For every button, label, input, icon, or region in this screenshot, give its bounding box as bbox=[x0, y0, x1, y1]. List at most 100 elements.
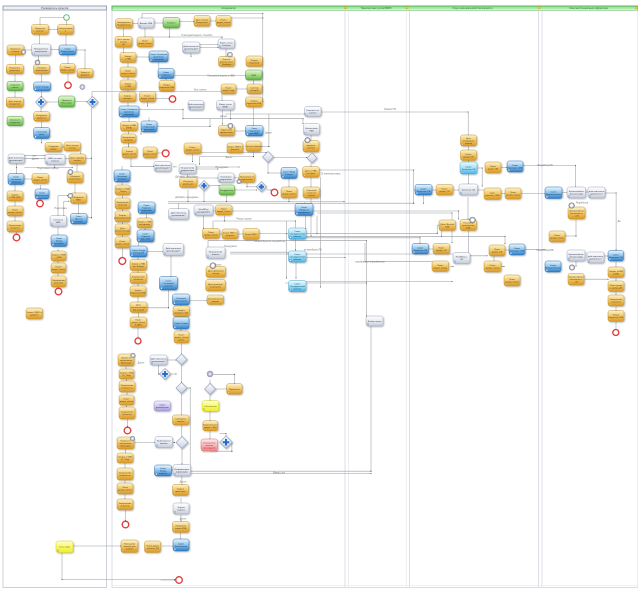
svg-text:ЖенВПро-с: ЖенВПро-с bbox=[456, 257, 469, 259]
svg-text:Совет Основных: Совет Основных bbox=[121, 109, 139, 111]
svg-text:объектов: объектов bbox=[54, 283, 64, 285]
svg-text:замены: замены bbox=[293, 288, 301, 290]
svg-text:операций: операций bbox=[154, 58, 165, 61]
svg-text:Дать: Дать bbox=[466, 138, 472, 140]
svg-text:Проверки СВ: Проверки СВ bbox=[609, 257, 623, 259]
svg-text:приемочная: приемочная bbox=[175, 301, 188, 303]
svg-text:Выбор плана: Выбор плана bbox=[368, 321, 382, 323]
svg-text:к УВБ: к УВБ bbox=[125, 86, 131, 88]
svg-text:нового: нового bbox=[12, 87, 20, 89]
svg-text:докумен: докумен bbox=[307, 145, 316, 147]
svg-text:раскрой: раскрой bbox=[250, 89, 259, 92]
svg-text:Консультации: Консультации bbox=[59, 28, 74, 30]
svg-text:Чрезвычайных: Чрезвычайных bbox=[569, 190, 585, 193]
svg-text:докум_обнов: докум_обнов bbox=[8, 212, 22, 214]
svg-text:Действительна: Действительна bbox=[155, 164, 171, 167]
svg-text:Создание: Создание bbox=[10, 85, 21, 87]
svg-text:фиксации: фиксации bbox=[175, 490, 186, 493]
svg-text:обязанность: обязанность bbox=[570, 279, 584, 281]
svg-text:Провести: Провести bbox=[62, 100, 72, 102]
svg-text:Обновить: Обновить bbox=[37, 68, 48, 70]
svg-text:Объединенной: Объединенной bbox=[290, 255, 306, 258]
svg-text:Завершение: Завершение bbox=[132, 277, 146, 279]
svg-text:(ЖКВ): (ЖКВ) bbox=[126, 127, 132, 129]
svg-text:Основной: Основной bbox=[163, 282, 174, 285]
svg-text:Задача: Задача bbox=[177, 507, 185, 509]
svg-text:приемных: приемных bbox=[153, 56, 164, 58]
svg-text:организация?: организация? bbox=[184, 49, 199, 51]
svg-text:Пакет: Пакет bbox=[221, 19, 227, 21]
svg-text:Итог совета: Итог совета bbox=[194, 90, 207, 92]
svg-text:замены: замены bbox=[51, 161, 59, 163]
svg-text:Пакет: Пакет bbox=[494, 249, 500, 251]
svg-text:Подготовка: Подготовка bbox=[55, 208, 68, 210]
svg-text:(О_Под): (О_Под) bbox=[121, 459, 130, 461]
svg-text:в_докум_ДК: в_докум_ДК bbox=[610, 287, 623, 289]
svg-text:Дать оценку: Дать оценку bbox=[9, 101, 22, 103]
svg-text:Исправить: Исправить bbox=[36, 115, 48, 117]
svg-text:Пакет: Пакет bbox=[37, 177, 43, 179]
svg-text:Запрос: Запрос bbox=[124, 84, 132, 86]
svg-text:докум_ПВ: докум_ПВ bbox=[488, 169, 499, 171]
svg-text:докум_обнов: докум_обнов bbox=[138, 43, 152, 45]
svg-text:Объявление: Объявление bbox=[204, 406, 217, 408]
svg-text:организация?: организация? bbox=[189, 106, 204, 108]
svg-text:заполнение: заполнение bbox=[36, 70, 49, 72]
svg-text:Действительна: Действительна bbox=[9, 156, 25, 159]
svg-text:освещение: освещение bbox=[210, 286, 222, 288]
svg-text:Пакет: Пакет bbox=[208, 232, 214, 234]
svg-text:НВФ: НВФ bbox=[251, 74, 256, 77]
svg-text:Провести: Провести bbox=[121, 357, 131, 359]
svg-text:Запрос: Запрос bbox=[119, 215, 127, 217]
svg-text:докум_подг: докум_подг bbox=[223, 90, 235, 92]
svg-text:и: и bbox=[65, 31, 67, 33]
svg-text:Совет: Совет bbox=[294, 283, 300, 285]
svg-text:счетов: счетов bbox=[308, 195, 316, 197]
svg-text:(4): (4) bbox=[122, 44, 125, 46]
svg-text:Совет: Совет bbox=[294, 254, 300, 256]
svg-text:Чрезвычайных: Чрезвычайных bbox=[568, 253, 584, 256]
svg-text:Фонда: Фонда bbox=[160, 469, 167, 472]
svg-text:Отделов: Отделов bbox=[141, 236, 151, 238]
svg-text:Фискальная: Фискальная bbox=[175, 545, 188, 548]
svg-text:Коренной: Коренной bbox=[249, 61, 260, 64]
svg-text:Отделение: Отделение bbox=[249, 131, 261, 133]
svg-text:Возможности: Возможности bbox=[157, 441, 171, 443]
svg-text:докумен: докумен bbox=[231, 149, 240, 151]
svg-text:докум_обнов: докум_обнов bbox=[123, 154, 137, 156]
svg-text:докум с Фин: докум с Фин bbox=[204, 426, 217, 429]
svg-text:Совет: Совет bbox=[178, 544, 184, 546]
svg-text:Фиксацию: Фиксацию bbox=[120, 444, 131, 447]
svg-text:Пакет: Пакет bbox=[124, 399, 130, 401]
svg-text:Залив ЛВКО с: Залив ЛВКО с bbox=[223, 233, 238, 235]
svg-text:Далее: Далее bbox=[138, 362, 145, 364]
svg-text:замены: замены bbox=[126, 549, 134, 551]
svg-text:Совет: Совет bbox=[514, 248, 520, 250]
svg-text:повторно: повторно bbox=[54, 243, 64, 245]
svg-text:Итоговые: Итоговые bbox=[183, 181, 193, 183]
svg-text:докум_обнов: докум_обнов bbox=[143, 154, 157, 156]
svg-text:работ: работ bbox=[179, 339, 185, 341]
svg-text:Заказ: Заказ bbox=[122, 487, 128, 489]
svg-text:замены: замены bbox=[159, 473, 167, 475]
svg-text:_отмена_ЖК: _отмена_ЖК bbox=[145, 548, 160, 550]
svg-text:Пакет: Пакет bbox=[135, 320, 141, 322]
svg-text:докум_повед: докум_повед bbox=[506, 195, 520, 197]
svg-text:Запрос: Запрос bbox=[163, 84, 171, 86]
svg-text:запросов: запросов bbox=[11, 181, 21, 183]
svg-text:внедрение: внедрение bbox=[10, 122, 22, 124]
svg-text:продажи: продажи bbox=[124, 140, 134, 142]
svg-text:Пакет: Пакет bbox=[466, 154, 472, 156]
svg-text:Появление на: Появление на bbox=[240, 176, 255, 178]
svg-text:(СВБ): (СВБ) bbox=[613, 273, 619, 275]
svg-text:Дать и УВБ: Дать и УВБ bbox=[305, 171, 317, 173]
svg-text:обязанность: обязанность bbox=[570, 213, 584, 215]
svg-text:защиты: защиты bbox=[177, 510, 185, 512]
svg-text:СВ: СВ bbox=[460, 259, 464, 261]
svg-text:Совет: Совет bbox=[465, 167, 471, 169]
svg-text:зафиксиров: зафиксиров bbox=[176, 470, 189, 473]
svg-text:Завершить: Завершить bbox=[9, 120, 21, 122]
svg-text:Завершение: Завершение bbox=[116, 202, 130, 204]
svg-text:Заказ докум: Заказ докум bbox=[146, 545, 159, 547]
svg-text:повторно: повторно bbox=[117, 178, 127, 180]
